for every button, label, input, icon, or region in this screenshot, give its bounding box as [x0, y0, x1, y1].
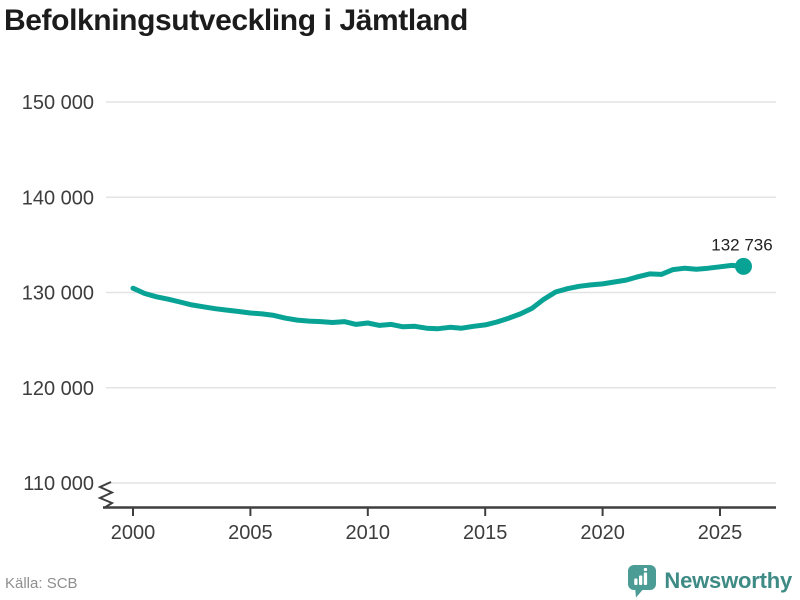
x-axis-ticks [132, 508, 721, 516]
x-tick-label: 2010 [346, 522, 391, 544]
y-tick-label: 150 000 [22, 92, 94, 114]
brand-name: Newsworthy [664, 568, 792, 593]
newsworthy-chart-bubble-icon [628, 565, 657, 598]
x-tick-label: 2020 [580, 522, 625, 544]
y-tick-label: 130 000 [22, 283, 94, 305]
y-tick-label: 140 000 [22, 187, 94, 209]
source-label: Källa: SCB [5, 575, 78, 592]
chart-title: Befolkningsutveckling i Jämtland [4, 4, 468, 37]
x-tick-label: 2000 [111, 522, 156, 544]
population-series-line [130, 262, 746, 332]
y-tick-label: 110 000 [23, 473, 94, 495]
brand-logo: Newsworthy [627, 563, 792, 599]
x-axis-labels: 2000 2005 2010 2015 2020 2025 [111, 522, 743, 544]
bar-chart-glyph [634, 568, 648, 585]
y-tick-label: 120 000 [22, 378, 94, 400]
last-point-marker [735, 257, 752, 275]
axis-break-icon [97, 481, 115, 509]
x-tick-label: 2025 [698, 522, 743, 544]
x-tick-label: 2005 [228, 522, 273, 544]
gridlines [106, 101, 776, 484]
y-axis-labels: 150 000 140 000 130 000 120 000 110 000 [22, 92, 94, 495]
last-value-annotation: 132 736 [711, 235, 772, 254]
x-tick-label: 2015 [463, 522, 508, 544]
